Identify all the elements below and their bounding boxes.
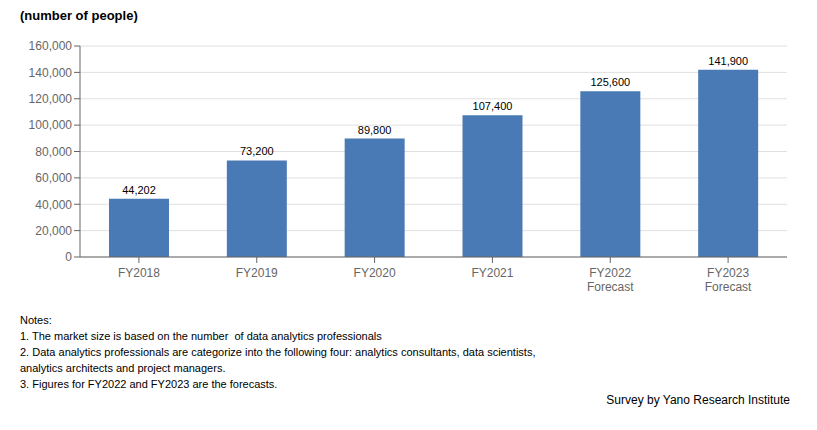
svg-text:107,400: 107,400 (473, 100, 513, 112)
svg-text:160,000: 160,000 (29, 39, 73, 53)
svg-text:80,000: 80,000 (35, 145, 72, 159)
svg-text:FY2018: FY2018 (118, 266, 160, 280)
svg-text:0: 0 (65, 250, 72, 264)
svg-text:20,000: 20,000 (35, 224, 72, 238)
svg-text:FY2020: FY2020 (354, 266, 396, 280)
html-text:Notes:: Notes: (20, 314, 52, 326)
html-text:analytics architects and proje: analytics architects and project manager… (20, 362, 226, 374)
svg-text:FY2022Forecast: FY2022Forecast (587, 266, 634, 294)
svg-text:100,000: 100,000 (29, 118, 73, 132)
svg-text:40,000: 40,000 (35, 198, 72, 212)
svg-text:89,800: 89,800 (358, 124, 392, 136)
svg-text:140,000: 140,000 (29, 66, 73, 80)
svg-text:44,202: 44,202 (122, 184, 156, 196)
html-text:(number of people): (number of people) (20, 8, 138, 23)
html-text:2. Data analytics professional: 2. Data analytics professionals are cate… (20, 346, 536, 358)
svg-text:FY2019: FY2019 (236, 266, 278, 280)
html-text:3. Figures for FY2022 and FY20: 3. Figures for FY2022 and FY2023 are the… (20, 378, 278, 390)
html-text:1. The market size is based on: 1. The market size is based on the numbe… (20, 330, 382, 342)
svg-text:FY2023Forecast: FY2023Forecast (705, 266, 752, 294)
html-text:Survey by Yano Research Instit: Survey by Yano Research Institute (606, 393, 790, 407)
svg-text:60,000: 60,000 (35, 171, 72, 185)
svg-text:120,000: 120,000 (29, 92, 73, 106)
svg-text:FY2021: FY2021 (471, 266, 513, 280)
svg-text:73,200: 73,200 (240, 145, 274, 157)
svg-text:125,600: 125,600 (590, 76, 630, 88)
svg-text:141,900: 141,900 (708, 55, 748, 67)
